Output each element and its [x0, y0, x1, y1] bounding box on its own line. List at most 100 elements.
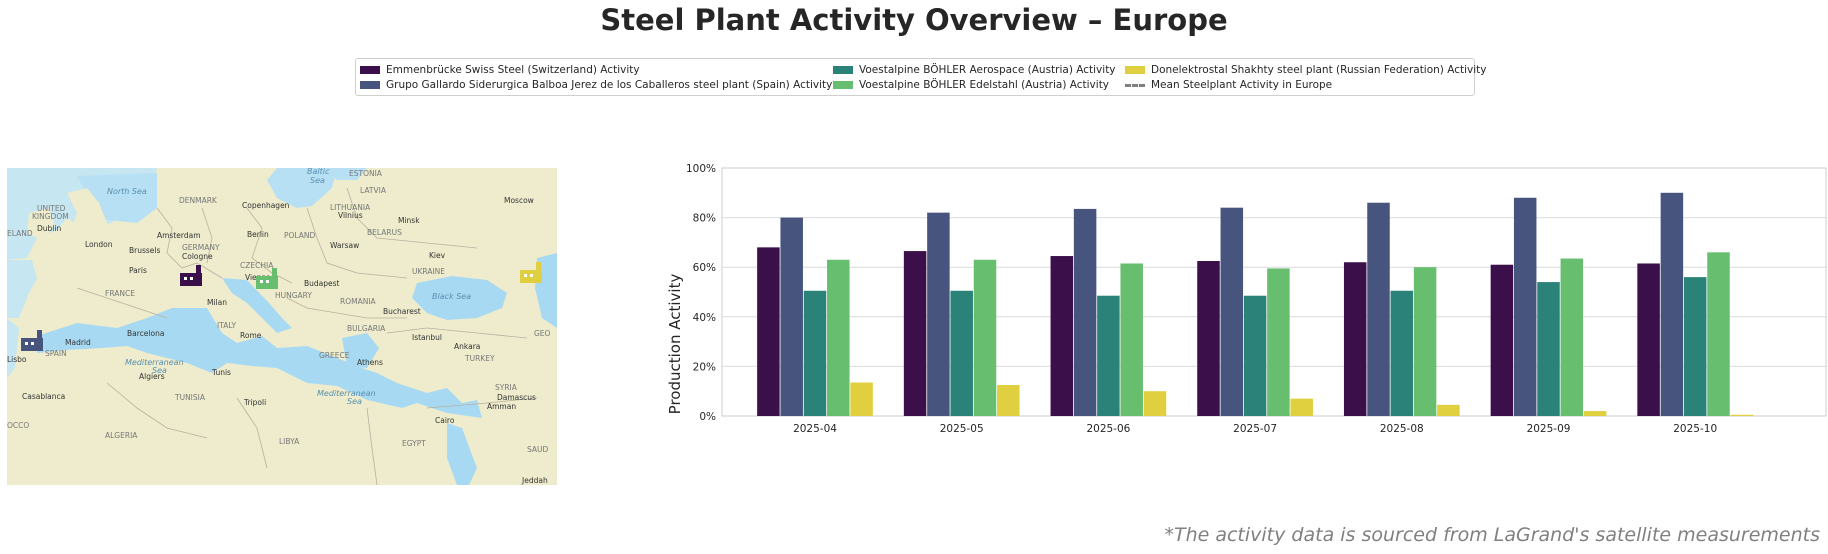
- footnote: *The activity data is sourced from LaGra…: [1164, 524, 1820, 546]
- city-label: Brussels: [129, 246, 160, 255]
- bar: [827, 259, 850, 416]
- legend-label: Voestalpine BÖHLER Aerospace (Austria) A…: [859, 64, 1116, 76]
- country-label: SYRIA: [495, 383, 518, 392]
- city-label: Amsterdam: [157, 231, 201, 240]
- atlantic-bay: [7, 260, 37, 318]
- adriatic-sea: [222, 278, 292, 333]
- legend-swatch: [1125, 66, 1145, 74]
- country-label: KINGDOM: [32, 212, 69, 221]
- city-label: Dublin: [37, 224, 61, 233]
- legend-label: Grupo Gallardo Siderurgica Balboa Jerez …: [386, 79, 833, 91]
- border-line: [156, 207, 223, 279]
- bar: [1197, 261, 1220, 416]
- x-tick-label: 2025-06: [1086, 423, 1130, 435]
- borders: [76, 187, 538, 485]
- y-tick-label: 60%: [693, 262, 716, 274]
- bar: [1413, 267, 1437, 416]
- x-tick-label: 2025-05: [940, 423, 984, 435]
- x-tick-label: 2025-09: [1527, 423, 1571, 435]
- factory-chimney: [536, 262, 541, 272]
- city-label: Tripoli: [243, 398, 266, 407]
- bar: [1097, 295, 1120, 416]
- sea-labels: Baltic Sea North Sea Mediterranean Sea M…: [107, 168, 471, 406]
- city-label: Bucharest: [383, 307, 421, 316]
- great-britain: [67, 188, 107, 246]
- bar: [1490, 264, 1514, 416]
- bar: [1120, 263, 1143, 416]
- city-label: Budapest: [304, 279, 340, 288]
- border-line: [246, 207, 293, 284]
- city-label: Madrid: [65, 338, 91, 347]
- country-label: LIBYA: [279, 437, 300, 446]
- europe-map: Baltic Sea North Sea Mediterranean Sea M…: [7, 168, 557, 485]
- city-label: Athens: [357, 358, 383, 367]
- country-label: FRANCE: [105, 289, 135, 298]
- x-tick-label: 2025-04: [793, 423, 837, 435]
- legend-label: Emmenbrücke Swiss Steel (Switzerland) Ac…: [386, 64, 640, 76]
- country-label: TUNISIA: [174, 393, 206, 402]
- city-label: Minsk: [398, 216, 420, 225]
- gulf-of-finland: [317, 168, 367, 180]
- mediterranean-sea: [37, 308, 482, 418]
- y-tick-label: 40%: [693, 312, 716, 324]
- bar: [973, 259, 997, 416]
- factory-chimney: [272, 268, 277, 278]
- city-label: Copenhagen: [242, 201, 290, 210]
- factory-window: [190, 277, 193, 280]
- x-tick-label: 2025-07: [1233, 423, 1277, 435]
- plant-marker-gallardo[interactable]: [21, 330, 43, 351]
- north-sea: [77, 173, 157, 223]
- bar: [997, 385, 1020, 416]
- factory-window: [530, 274, 533, 277]
- bar: [1343, 262, 1367, 416]
- ireland: [27, 208, 55, 240]
- city-label: Moscow: [504, 196, 534, 205]
- bar: [850, 382, 873, 416]
- y-tick-label: 20%: [693, 361, 716, 373]
- country-label: HUNGARY: [275, 291, 312, 300]
- city-label: Barcelona: [127, 329, 164, 338]
- bar: [950, 290, 973, 416]
- factory-window: [184, 277, 187, 280]
- y-tick-label: 0%: [699, 411, 716, 423]
- factory-window: [266, 280, 269, 283]
- red-sea: [447, 423, 477, 485]
- country-label: UNITED: [37, 204, 66, 213]
- country-label: CZECHIA: [240, 261, 274, 270]
- border-line: [76, 287, 168, 319]
- x-tick-label: 2025-10: [1673, 423, 1717, 435]
- country-label: DENMARK: [179, 196, 218, 205]
- plant-marker-emmenbrucke[interactable]: [180, 265, 202, 286]
- aegean-sea: [342, 333, 379, 368]
- border-line: [106, 382, 208, 439]
- factory-chimney: [196, 265, 201, 275]
- city-label: Warsaw: [330, 241, 359, 250]
- border-line: [366, 407, 378, 485]
- country-label: ROMANIA: [340, 297, 377, 306]
- sea-label: Black Sea: [432, 292, 471, 301]
- plant-marker-bohler-edelstahl[interactable]: [256, 268, 278, 289]
- city-label: Amman: [487, 402, 516, 411]
- sea-label: Sea: [152, 366, 167, 375]
- sea-label: Baltic: [307, 168, 330, 176]
- bar: [1367, 202, 1390, 416]
- city-label: Cologne: [182, 252, 213, 261]
- city-label: Lisbo: [7, 355, 27, 364]
- border-line: [346, 187, 478, 249]
- sea-label: Sea: [347, 397, 362, 406]
- city-label: Istanbul: [412, 333, 442, 342]
- country-label: BULGARIA: [347, 324, 386, 333]
- bar: [1637, 263, 1660, 416]
- bar: [1660, 192, 1684, 416]
- legend-swatch: [360, 81, 380, 89]
- plant-marker-donelektrostal[interactable]: [520, 262, 542, 283]
- bar: [1220, 207, 1244, 416]
- bar: [1243, 295, 1267, 416]
- bar: [803, 290, 827, 416]
- sea-label: Mediterranean: [317, 389, 376, 398]
- border-line: [426, 397, 538, 409]
- map-svg: Baltic Sea North Sea Mediterranean Sea M…: [7, 168, 557, 485]
- y-axis-label: Production Activity: [666, 274, 684, 415]
- sea-label: Mediterranean: [125, 358, 184, 367]
- country-label: LITHUANIA: [330, 203, 371, 212]
